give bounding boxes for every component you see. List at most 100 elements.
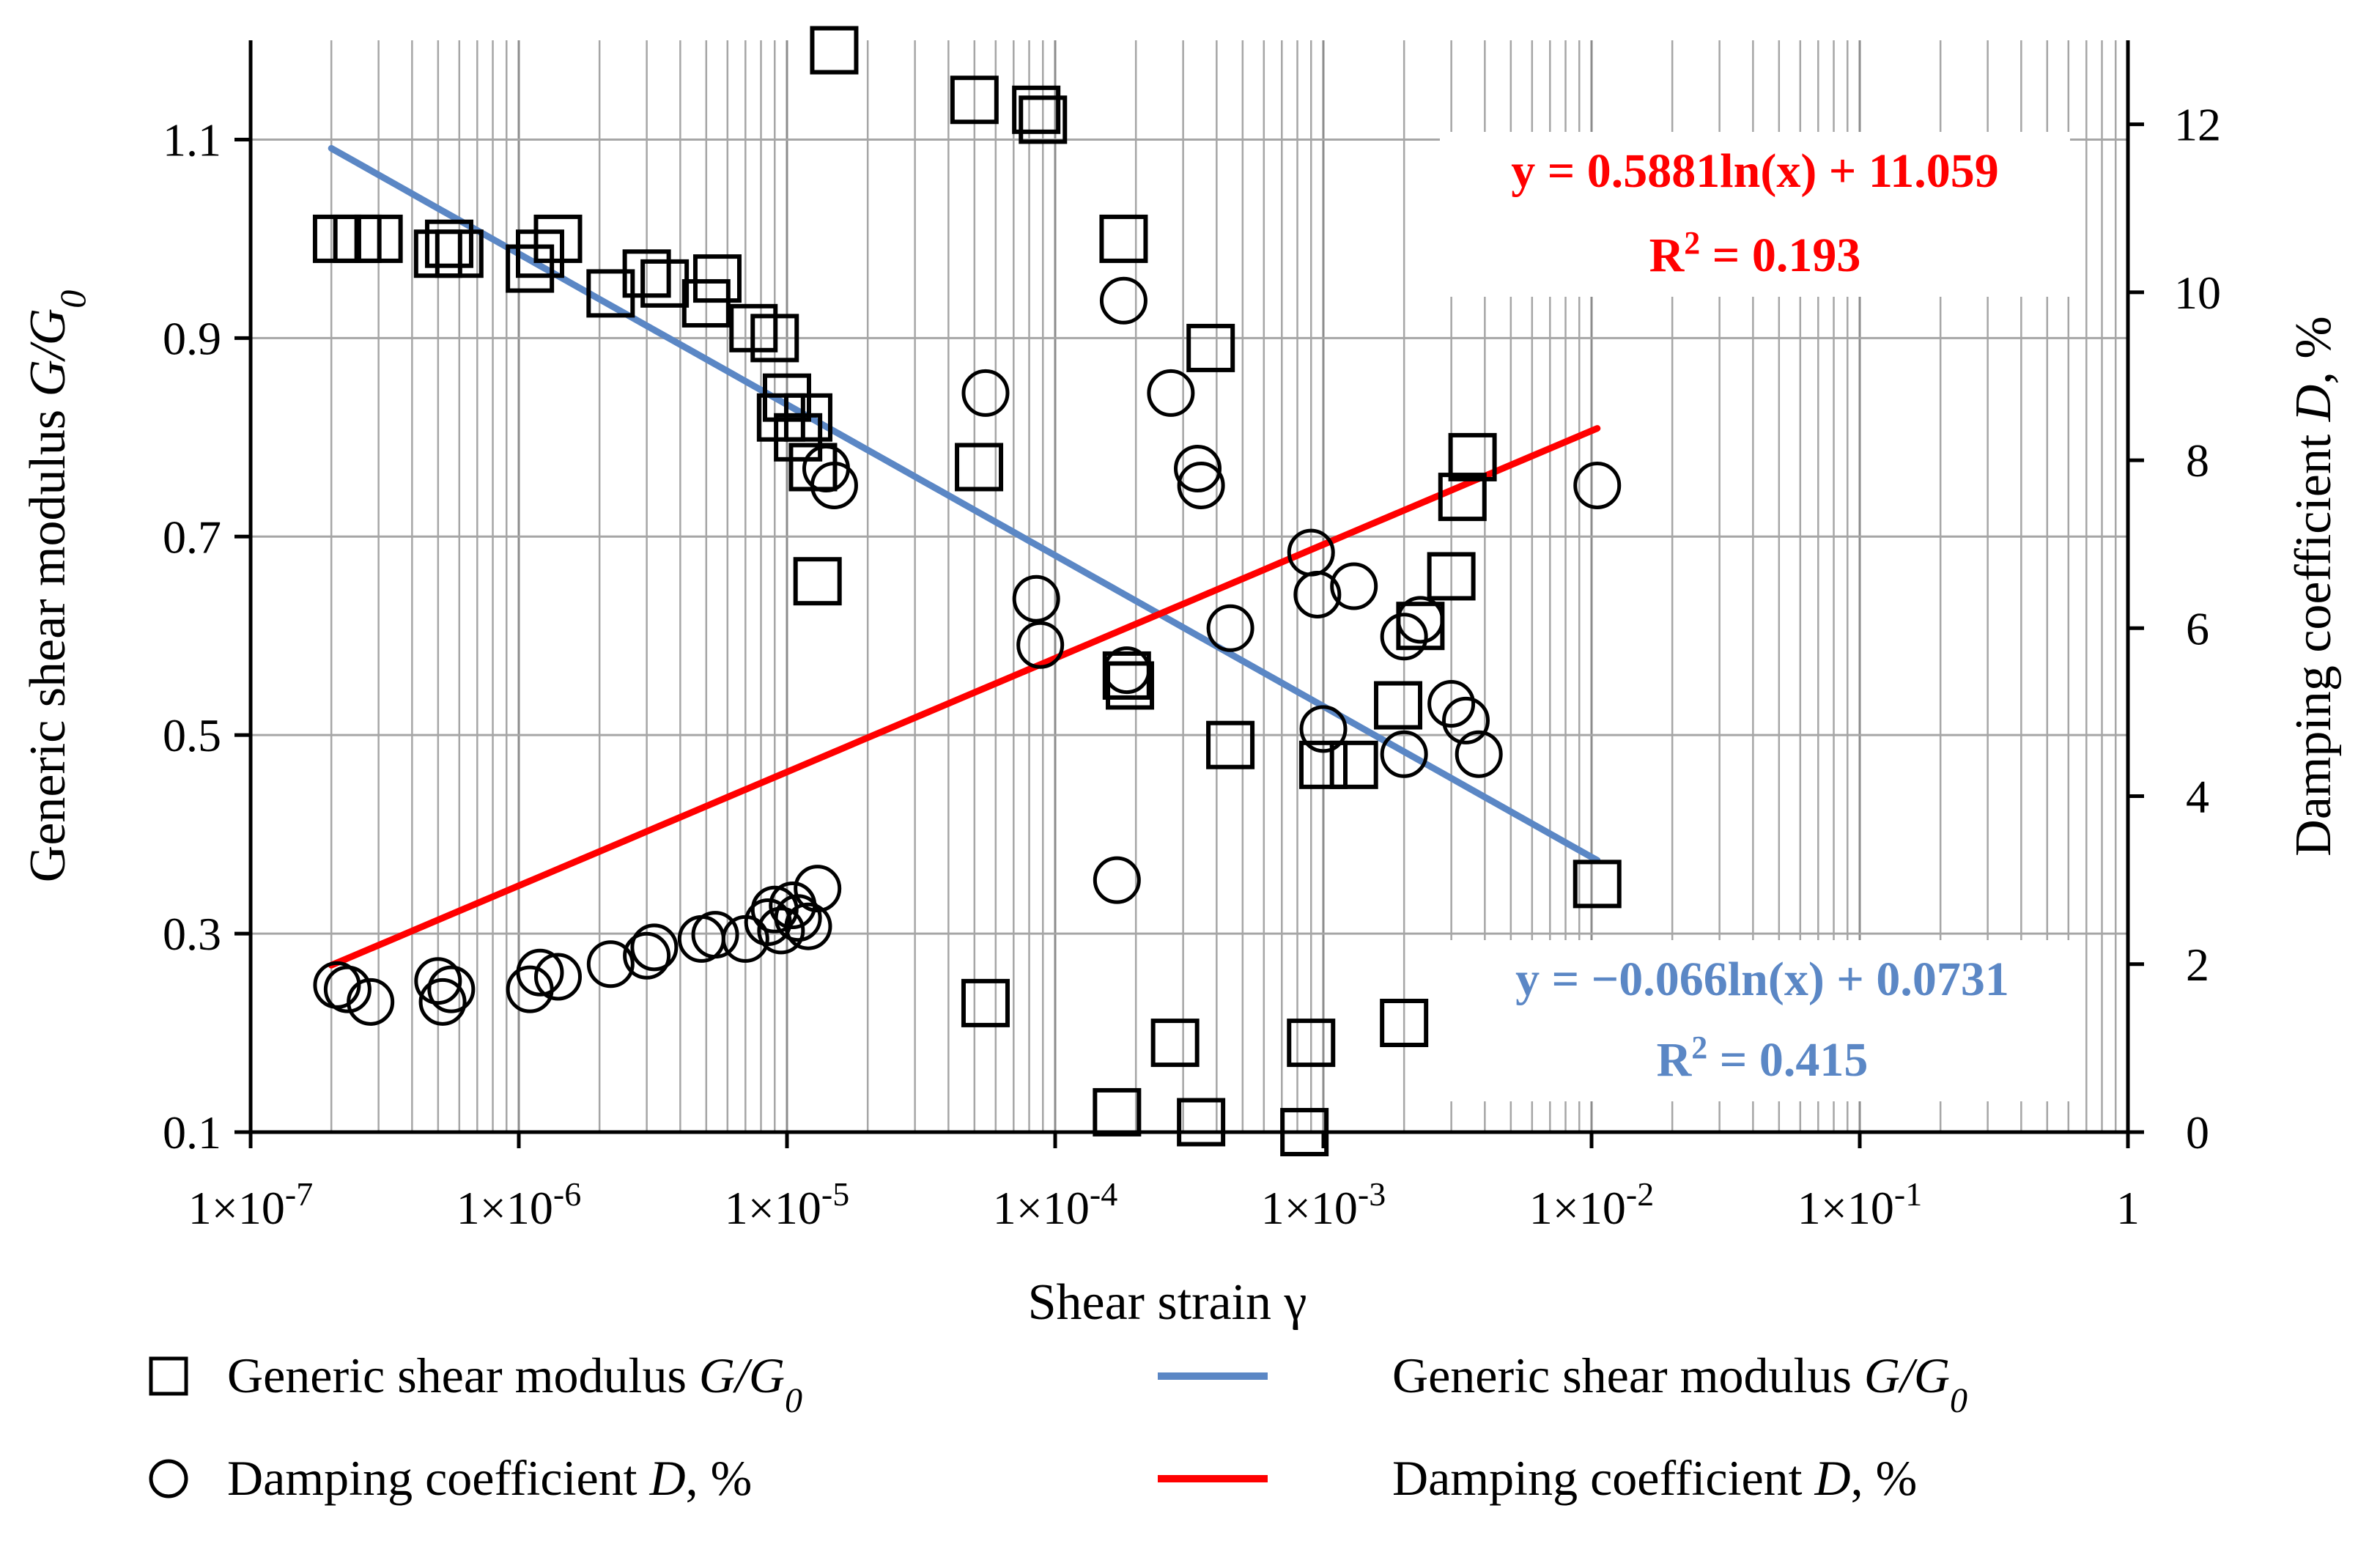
trend-annotations: y = 0.5881ln(x) + 11.059 R2 = 0.193 y = −0… — [1440, 132, 2077, 1101]
circle-marker — [533, 953, 582, 1001]
right-tick-label: 12 — [2174, 99, 2221, 151]
right-tick-label: 0 — [2186, 1106, 2209, 1158]
square-marker — [750, 314, 799, 363]
blue-annotation-equation: y = −0.066ln(x) + 0.0731 — [1515, 953, 2009, 1006]
square-marker — [961, 978, 1010, 1027]
square-marker — [1448, 432, 1497, 481]
square-marker — [533, 214, 583, 263]
circle-marker — [691, 911, 739, 959]
left-tick-label: 0.7 — [163, 511, 221, 563]
circle-marker — [757, 906, 805, 955]
legend: Generic shear modulus G/G0 Generic shear … — [149, 1348, 1967, 1506]
square-marker — [950, 75, 999, 125]
legend-label: Damping coefficient D, % — [227, 1450, 752, 1506]
red-annotation-box — [1440, 132, 2070, 297]
square-marker — [1019, 95, 1068, 144]
square-marker — [424, 219, 473, 268]
circle-marker — [794, 865, 842, 913]
left-tick-label: 0.9 — [163, 312, 221, 364]
right-tick-label: 10 — [2174, 267, 2221, 319]
circle-marker — [586, 940, 635, 988]
square-marker — [1287, 1019, 1336, 1068]
circle-marker — [506, 965, 554, 1013]
circle-marker — [1099, 276, 1148, 325]
circle-marker — [418, 978, 467, 1026]
circle-marker — [1442, 696, 1490, 744]
circle-marker — [1299, 705, 1348, 753]
blue-annotation-r2: R2 = 0.415 — [1657, 1030, 1869, 1087]
circle-marker — [347, 978, 395, 1026]
x-tick-label: 1×10-5 — [725, 1175, 849, 1235]
x-tick-label: 1 — [2116, 1182, 2140, 1234]
circle-marker — [1103, 646, 1151, 695]
data-markers — [312, 26, 1622, 1156]
square-marker — [1093, 1087, 1142, 1137]
circle-marker — [1174, 445, 1222, 493]
right-tick-label: 8 — [2186, 435, 2209, 487]
square-marker — [1186, 323, 1235, 372]
square-marker — [783, 393, 832, 442]
circle-marker — [1380, 613, 1428, 661]
circle-marker — [623, 931, 671, 980]
square-marker — [506, 244, 555, 293]
circle-marker — [810, 461, 858, 509]
left-axis-title: Generic shear modulus G/G0 — [20, 290, 93, 882]
circle-marker — [677, 914, 725, 963]
circle-marker — [1380, 730, 1428, 778]
left-tick-label: 0.5 — [163, 709, 221, 761]
left-tick-label: 0.1 — [163, 1106, 221, 1158]
right-tick-label: 2 — [2186, 939, 2209, 991]
blue-annotation-box — [1447, 940, 2077, 1101]
circle-marker — [1427, 679, 1476, 728]
circle-marker — [1396, 596, 1444, 644]
square-marker — [1099, 214, 1148, 263]
circle-marker — [1293, 570, 1342, 618]
trendline-shear-modulus — [328, 144, 1601, 864]
square-marker — [1572, 860, 1622, 909]
circle-marker — [516, 948, 564, 997]
circle-marker — [1455, 730, 1503, 778]
red-annotation-equation: y = 0.5881ln(x) + 11.059 — [1511, 144, 1999, 198]
circle-marker — [784, 902, 832, 950]
x-tick-label: 1×10-4 — [993, 1175, 1117, 1235]
square-marker — [1427, 552, 1476, 601]
square-marker — [435, 229, 484, 278]
red-annotation-r2: R2 = 0.193 — [1649, 225, 1861, 283]
right-tick-label: 4 — [2186, 771, 2209, 823]
x-tick-label: 1×10-3 — [1261, 1175, 1386, 1235]
x-tick-label: 1×10-2 — [1529, 1175, 1654, 1235]
square-marker — [1374, 681, 1423, 730]
square-marker — [1177, 1098, 1226, 1147]
circle-marker — [630, 923, 679, 972]
square-marker — [1299, 740, 1348, 789]
circle-marker — [427, 965, 476, 1013]
square-marker — [692, 254, 742, 303]
legend-label: Generic shear modulus G/G0 — [227, 1348, 802, 1420]
square-marker — [622, 249, 671, 298]
circle-marker — [1093, 856, 1141, 904]
right-tick-label: 6 — [2186, 602, 2209, 654]
square-marker — [1012, 85, 1061, 134]
square-marker — [1438, 473, 1487, 522]
square-marker — [1150, 1019, 1200, 1068]
circle-marker — [1330, 562, 1378, 610]
square-marker — [810, 26, 859, 75]
circle-marker — [744, 898, 792, 946]
square-marker — [681, 278, 731, 328]
square-marker — [1206, 720, 1255, 769]
legend-square-icon — [149, 1356, 188, 1396]
legend-circle-icon — [149, 1459, 188, 1498]
circle-marker — [323, 965, 372, 1013]
square-marker — [1380, 999, 1429, 1047]
axes: 0.1 0.3 0.5 0.7 0.9 1.1 0 2 4 6 8 10 12 1×10-7 1×10-6 1… — [20, 40, 2342, 1331]
x-axis-title: Shear strain γ — [1028, 1274, 1307, 1331]
left-tick-label: 0.3 — [163, 908, 221, 960]
square-marker — [793, 557, 842, 606]
square-marker — [955, 443, 1004, 492]
square-marker — [1329, 740, 1378, 789]
x-tick-label: 1×10-7 — [188, 1175, 313, 1235]
circle-marker — [1012, 574, 1060, 623]
circle-marker — [1573, 461, 1622, 509]
circle-marker — [961, 369, 1010, 417]
x-tick-label: 1×10-6 — [457, 1175, 581, 1235]
